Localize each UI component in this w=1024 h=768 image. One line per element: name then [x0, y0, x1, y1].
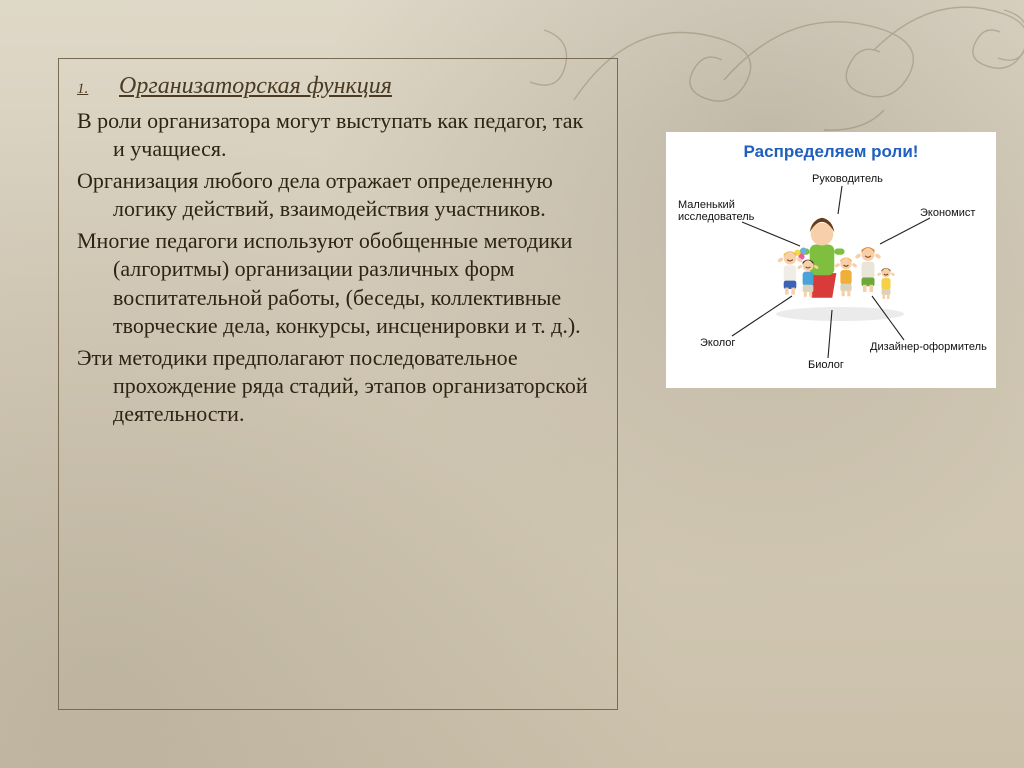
slide-root: 1. Организаторская функция В роли органи…: [0, 0, 1024, 768]
svg-text:Руководитель: Руководитель: [812, 173, 883, 185]
title-row: 1. Организаторская функция: [77, 73, 599, 101]
roles-svg: Руководитель Маленькийисследователь Эконом…: [672, 168, 990, 378]
roles-title: Распределяем роли!: [672, 142, 990, 162]
list-number: 1.: [77, 81, 91, 98]
content-textbox: 1. Организаторская функция В роли органи…: [58, 58, 618, 710]
paragraph-3: Многие педагоги используют обобщенные ме…: [77, 227, 599, 340]
paragraph-2: Организация любого дела отражает определ…: [77, 167, 599, 223]
svg-text:Экономист: Экономист: [920, 207, 975, 219]
svg-text:Маленькийисследователь: Маленькийисследователь: [678, 199, 755, 223]
svg-text:Эколог: Эколог: [700, 337, 735, 349]
paragraph-4: Эти методики предполагают последовательн…: [77, 344, 599, 428]
section-title: Организаторская функция: [119, 73, 392, 101]
roles-diagram: Руководитель Маленькийисследователь Эконом…: [672, 168, 990, 378]
svg-text:Дизайнер-оформитель: Дизайнер-оформитель: [870, 341, 987, 353]
paragraph-1: В роли организатора могут выступать как …: [77, 107, 599, 163]
svg-text:Биолог: Биолог: [808, 359, 844, 371]
roles-card: Распределяем роли! Руководитель Маленький…: [666, 132, 996, 388]
